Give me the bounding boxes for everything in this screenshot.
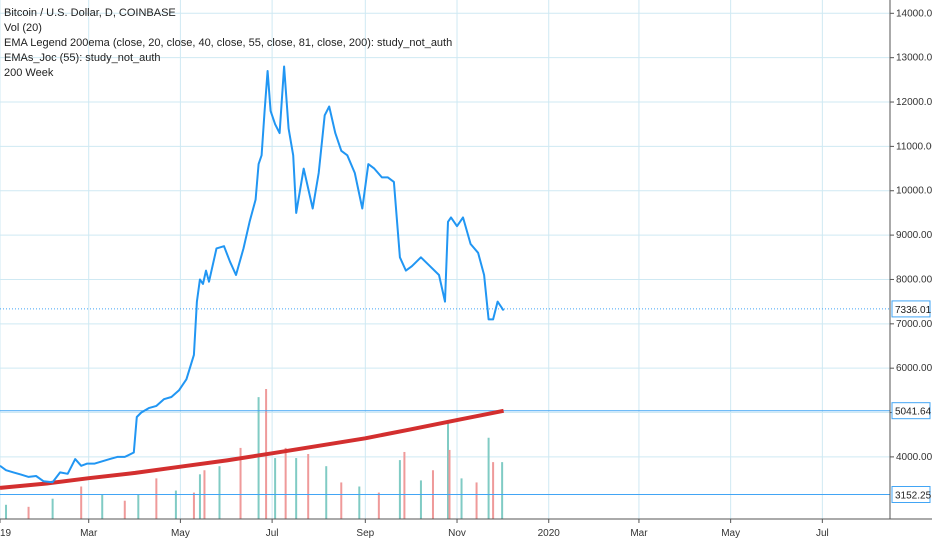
price-tick-label: 13000.00	[896, 53, 932, 64]
volume-bar	[448, 449, 451, 519]
volume-bar	[155, 478, 158, 519]
price-axis-background	[890, 0, 932, 519]
volume-bar	[123, 500, 126, 519]
volume-bar	[137, 494, 140, 519]
price-level-lines	[0, 308, 890, 496]
volume-bar	[198, 474, 201, 519]
volume-bar	[218, 466, 221, 519]
volume-bar	[5, 504, 8, 519]
time-tick-label: Mar	[80, 528, 98, 539]
time-tick-label: Nov	[448, 528, 466, 539]
volume-bar	[257, 397, 260, 519]
price-badge	[891, 402, 931, 420]
volume-bar	[501, 462, 504, 519]
volume-bar	[475, 482, 478, 519]
price-tick-label: 4000.00	[896, 452, 932, 463]
volume-bar	[295, 458, 298, 519]
symbol-title[interactable]: Bitcoin / U.S. Dollar, D, COINBASE	[4, 7, 176, 19]
price-tick-label: 11000.00	[896, 141, 932, 152]
time-tick-label: 2019	[0, 528, 12, 539]
price-tick-label: 9000.00	[896, 230, 932, 241]
week200-study[interactable]: 200 Week	[4, 67, 54, 79]
volume-bar	[325, 466, 328, 519]
price-tick-label: 8000.00	[896, 274, 932, 285]
series-lines	[0, 65, 505, 490]
price-badge	[891, 486, 931, 504]
volume-bar	[27, 506, 30, 519]
volume-bar	[284, 447, 287, 519]
volume-bar	[307, 454, 310, 519]
time-tick-label: 2020	[538, 528, 561, 539]
price-badge-label: 3152.25	[895, 491, 932, 502]
volume-bar	[398, 460, 401, 519]
volume-bar	[101, 494, 104, 519]
volume-bar	[358, 486, 361, 519]
price-tick-label: 7000.00	[896, 319, 932, 330]
time-tick-label: Sep	[356, 528, 374, 539]
chart-legend: Bitcoin / U.S. Dollar, D, COINBASE Vol (…	[4, 6, 452, 81]
volume-bar	[460, 478, 463, 519]
time-axis-background	[0, 519, 890, 550]
price-badges: 7336.01 5041.64 3152.25	[891, 300, 932, 504]
time-tick-label: Jul	[816, 528, 829, 539]
volume-legend[interactable]: Vol (20)	[4, 22, 42, 34]
volume-bar	[447, 421, 450, 519]
time-tick-label: May	[721, 528, 740, 539]
volume-bar	[51, 498, 54, 519]
volume-bar	[403, 451, 406, 519]
volume-bar	[274, 458, 277, 519]
price-badge	[891, 300, 931, 318]
price-tick-label: 14000.00	[896, 8, 932, 19]
moving-average-line	[0, 408, 504, 490]
time-tick-label: Jul	[266, 528, 279, 539]
price-tick-label: 6000.00	[896, 363, 932, 374]
emas-joc-study[interactable]: EMAs_Joc (55): study_not_auth	[4, 52, 161, 64]
volume-bar	[487, 437, 490, 519]
ema-legend-study[interactable]: EMA Legend 200ema (close, 20, close, 40,…	[4, 37, 453, 49]
time-tick-label: May	[171, 528, 190, 539]
volume-bar	[340, 482, 343, 519]
price-badge-label: 7336.01	[895, 305, 932, 316]
price-line	[0, 65, 505, 484]
volume-bar	[174, 490, 177, 519]
price-badge-label: 5041.64	[895, 407, 932, 418]
price-tick-label: 12000.00	[896, 97, 932, 108]
volume-bar	[80, 486, 83, 519]
time-tick-label: Mar	[630, 528, 648, 539]
volume-bars	[5, 389, 504, 519]
volume-bar	[492, 462, 495, 519]
time-axis[interactable]: 2019 Mar May Jul Sep Nov 2020 Mar May Jul	[0, 518, 932, 550]
price-tick-label: 10000.00	[896, 186, 932, 197]
volume-bar	[192, 492, 195, 519]
price-axis[interactable]: 4000.00 6000.00 7000.00 8000.00 9000.00 10000…	[889, 0, 932, 519]
volume-bar	[419, 480, 422, 519]
volume-bar	[377, 492, 380, 519]
volume-bar	[239, 447, 242, 519]
